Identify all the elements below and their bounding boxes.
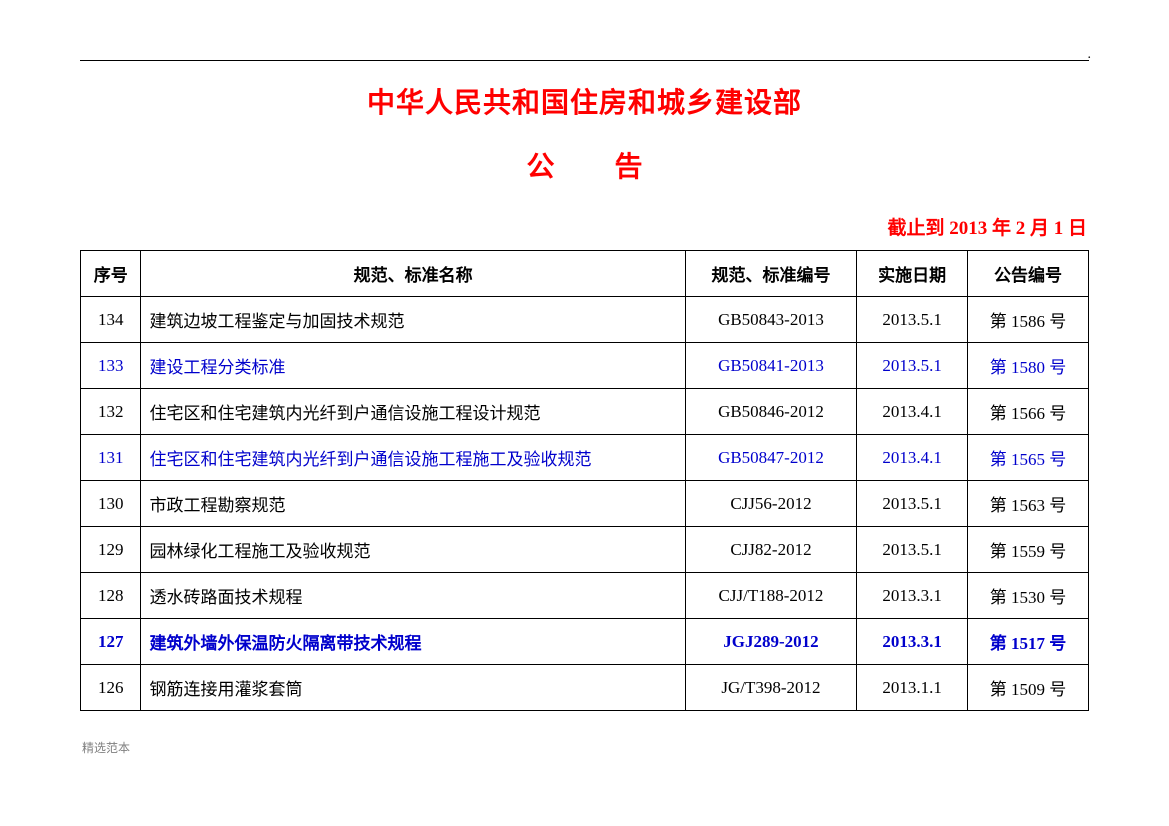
page-container: 中华人民共和国住房和城乡建设部 公告 截止到 2013 年 2 月 1 日 序号… [0,0,1169,756]
cell-notice: 第 1580 号 [968,343,1089,389]
table-header-row: 序号 规范、标准名称 规范、标准编号 实施日期 公告编号 [81,251,1089,297]
title-sub-b: 告 [615,152,643,183]
cell-code: CJJ56-2012 [685,481,856,527]
cell-date: 2013.4.1 [857,435,968,481]
table-row: 131住宅区和住宅建筑内光纤到户通信设施工程施工及验收规范GB50847-201… [81,435,1089,481]
cell-num: 128 [81,573,141,619]
table-row: 130市政工程勘察规范CJJ56-20122013.5.1第 1563 号 [81,481,1089,527]
cell-date: 2013.5.1 [857,481,968,527]
date-line: 截止到 2013 年 2 月 1 日 [80,213,1089,240]
cell-name: 住宅区和住宅建筑内光纤到户通信设施工程施工及验收规范 [141,435,685,481]
header-name: 规范、标准名称 [141,251,685,297]
cell-name: 建筑外墙外保温防火隔离带技术规程 [141,619,685,665]
header-code: 规范、标准编号 [685,251,856,297]
cell-date: 2013.5.1 [857,343,968,389]
footer-note: 精选范本 [80,739,1089,756]
table-head: 序号 规范、标准名称 规范、标准编号 实施日期 公告编号 [81,251,1089,297]
header-num: 序号 [81,251,141,297]
cell-code: GB50847-2012 [685,435,856,481]
cell-notice: 第 1586 号 [968,297,1089,343]
title-sub: 公告 [80,145,1089,185]
header-date: 实施日期 [857,251,968,297]
cell-notice: 第 1517 号 [968,619,1089,665]
cell-date: 2013.4.1 [857,389,968,435]
cell-code: JGJ289-2012 [685,619,856,665]
top-rule [80,60,1089,61]
cell-name: 建设工程分类标准 [141,343,685,389]
table-row: 132住宅区和住宅建筑内光纤到户通信设施工程设计规范GB50846-201220… [81,389,1089,435]
cell-num: 127 [81,619,141,665]
cell-notice: 第 1559 号 [968,527,1089,573]
cell-notice: 第 1565 号 [968,435,1089,481]
cell-date: 2013.5.1 [857,297,968,343]
cell-date: 2013.3.1 [857,619,968,665]
table-row: 133建设工程分类标准GB50841-20132013.5.1第 1580 号 [81,343,1089,389]
table-body: 134建筑边坡工程鉴定与加固技术规范GB50843-20132013.5.1第 … [81,297,1089,711]
header-notice: 公告编号 [968,251,1089,297]
table-row: 127建筑外墙外保温防火隔离带技术规程JGJ289-20122013.3.1第 … [81,619,1089,665]
cell-code: CJJ82-2012 [685,527,856,573]
cell-date: 2013.1.1 [857,665,968,711]
cell-date: 2013.3.1 [857,573,968,619]
cell-code: CJJ/T188-2012 [685,573,856,619]
cell-name: 市政工程勘察规范 [141,481,685,527]
cell-code: GB50841-2013 [685,343,856,389]
cell-num: 134 [81,297,141,343]
cell-notice: 第 1566 号 [968,389,1089,435]
cell-name: 园林绿化工程施工及验收规范 [141,527,685,573]
cell-num: 129 [81,527,141,573]
title-main: 中华人民共和国住房和城乡建设部 [80,81,1089,121]
cell-name: 透水砖路面技术规程 [141,573,685,619]
cell-code: GB50846-2012 [685,389,856,435]
cell-num: 126 [81,665,141,711]
table-row: 128透水砖路面技术规程CJJ/T188-20122013.3.1第 1530 … [81,573,1089,619]
title-sub-a: 公 [526,152,554,183]
cell-notice: 第 1563 号 [968,481,1089,527]
cell-name: 建筑边坡工程鉴定与加固技术规范 [141,297,685,343]
cell-code: JG/T398-2012 [685,665,856,711]
cell-num: 132 [81,389,141,435]
standards-table: 序号 规范、标准名称 规范、标准编号 实施日期 公告编号 134建筑边坡工程鉴定… [80,250,1089,711]
table-row: 126钢筋连接用灌浆套筒JG/T398-20122013.1.1第 1509 号 [81,665,1089,711]
cell-name: 住宅区和住宅建筑内光纤到户通信设施工程设计规范 [141,389,685,435]
cell-notice: 第 1509 号 [968,665,1089,711]
table-row: 134建筑边坡工程鉴定与加固技术规范GB50843-20132013.5.1第 … [81,297,1089,343]
table-row: 129园林绿化工程施工及验收规范CJJ82-20122013.5.1第 1559… [81,527,1089,573]
cell-num: 131 [81,435,141,481]
cell-num: 133 [81,343,141,389]
cell-name: 钢筋连接用灌浆套筒 [141,665,685,711]
cell-code: GB50843-2013 [685,297,856,343]
cell-num: 130 [81,481,141,527]
cell-date: 2013.5.1 [857,527,968,573]
cell-notice: 第 1530 号 [968,573,1089,619]
